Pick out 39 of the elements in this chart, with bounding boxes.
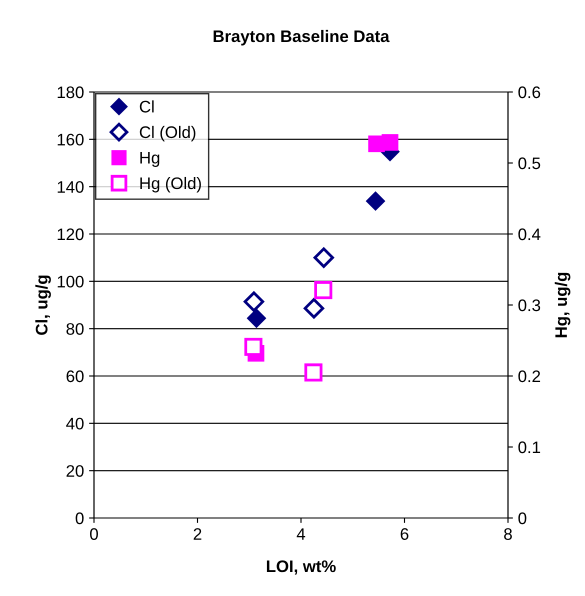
y-tick-label: 40 <box>66 418 84 430</box>
x-axis-title: LOI, wt% <box>266 560 336 575</box>
x-tick-label: 6 <box>400 528 408 540</box>
chart-title: Brayton Baseline Data <box>214 30 390 46</box>
x-tick-label: 2 <box>194 528 202 540</box>
y-tick-label: 160 <box>58 134 84 146</box>
legend-label: Hg (Old) <box>140 176 201 192</box>
y-tick-label: 60 <box>66 370 84 382</box>
y2-tick-label: 0 <box>518 512 526 524</box>
legend-label: Cl (Old) <box>140 126 196 142</box>
y-tick-label: 180 <box>58 86 84 98</box>
point <box>314 247 334 268</box>
point <box>366 192 386 211</box>
y2-tick-label: 0.2 <box>518 370 540 382</box>
y-tick-label: 140 <box>58 181 84 193</box>
y2-tick-label: 0.5 <box>518 157 540 170</box>
y-tick-label: 0 <box>76 512 84 524</box>
x-tick-label: 4 <box>296 528 306 540</box>
point <box>304 363 322 382</box>
y-tick-label: 20 <box>66 465 84 477</box>
y-tick-label: 120 <box>58 228 84 240</box>
point <box>244 291 264 312</box>
x-tick-label: 8 <box>504 528 512 540</box>
x-tick-label: 0 <box>90 528 98 540</box>
y-axis-title: Cl, ug/g <box>35 276 51 335</box>
point <box>314 281 332 300</box>
y-tick-label: 80 <box>66 323 84 335</box>
y2-tick-label: 0.3 <box>518 299 540 312</box>
y2-axis-title: Hg, ug/g <box>554 272 570 338</box>
point <box>246 308 266 328</box>
y2-tick-label: 0.1 <box>518 441 540 454</box>
y2-tick-label: 0.4 <box>518 228 540 240</box>
point <box>382 134 398 151</box>
legend-label: Hg <box>140 152 160 167</box>
y2-tick-label: 0.6 <box>518 86 540 98</box>
point <box>304 298 324 319</box>
y-tick-label: 100 <box>58 276 84 288</box>
legend-label: Cl <box>140 100 154 113</box>
point <box>244 338 262 356</box>
